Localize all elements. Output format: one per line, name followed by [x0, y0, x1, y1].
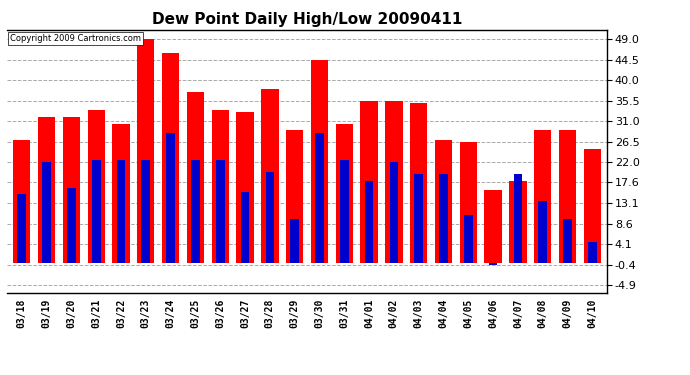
- Bar: [212, 110, 229, 263]
- Bar: [335, 124, 353, 263]
- Bar: [13, 140, 30, 263]
- Bar: [187, 92, 204, 263]
- Bar: [513, 174, 522, 263]
- Bar: [489, 263, 497, 265]
- Bar: [538, 201, 547, 263]
- Bar: [534, 130, 551, 263]
- Bar: [290, 219, 299, 263]
- Bar: [216, 160, 224, 263]
- Bar: [385, 101, 402, 263]
- Bar: [286, 130, 304, 263]
- Bar: [390, 162, 398, 263]
- Bar: [67, 188, 76, 263]
- Bar: [360, 101, 377, 263]
- Bar: [365, 181, 373, 263]
- Bar: [117, 160, 126, 263]
- Bar: [191, 160, 200, 263]
- Bar: [241, 192, 249, 263]
- Bar: [237, 112, 254, 263]
- Bar: [38, 117, 55, 263]
- Bar: [588, 242, 597, 263]
- Bar: [460, 142, 477, 263]
- Bar: [464, 215, 473, 263]
- Bar: [42, 162, 51, 263]
- Bar: [166, 133, 175, 263]
- Bar: [261, 89, 279, 263]
- Bar: [410, 103, 427, 263]
- Bar: [162, 53, 179, 263]
- Bar: [92, 160, 101, 263]
- Title: Dew Point Daily High/Low 20090411: Dew Point Daily High/Low 20090411: [152, 12, 462, 27]
- Bar: [484, 190, 502, 263]
- Bar: [414, 174, 423, 263]
- Bar: [584, 149, 601, 263]
- Text: Copyright 2009 Cartronics.com: Copyright 2009 Cartronics.com: [10, 34, 141, 43]
- Bar: [63, 117, 80, 263]
- Bar: [310, 60, 328, 263]
- Bar: [141, 160, 150, 263]
- Bar: [509, 181, 526, 263]
- Bar: [17, 194, 26, 263]
- Bar: [340, 160, 348, 263]
- Bar: [137, 39, 155, 263]
- Bar: [88, 110, 105, 263]
- Bar: [439, 174, 448, 263]
- Bar: [266, 171, 274, 263]
- Bar: [559, 130, 576, 263]
- Bar: [435, 140, 452, 263]
- Bar: [563, 219, 572, 263]
- Bar: [315, 133, 324, 263]
- Bar: [112, 124, 130, 263]
